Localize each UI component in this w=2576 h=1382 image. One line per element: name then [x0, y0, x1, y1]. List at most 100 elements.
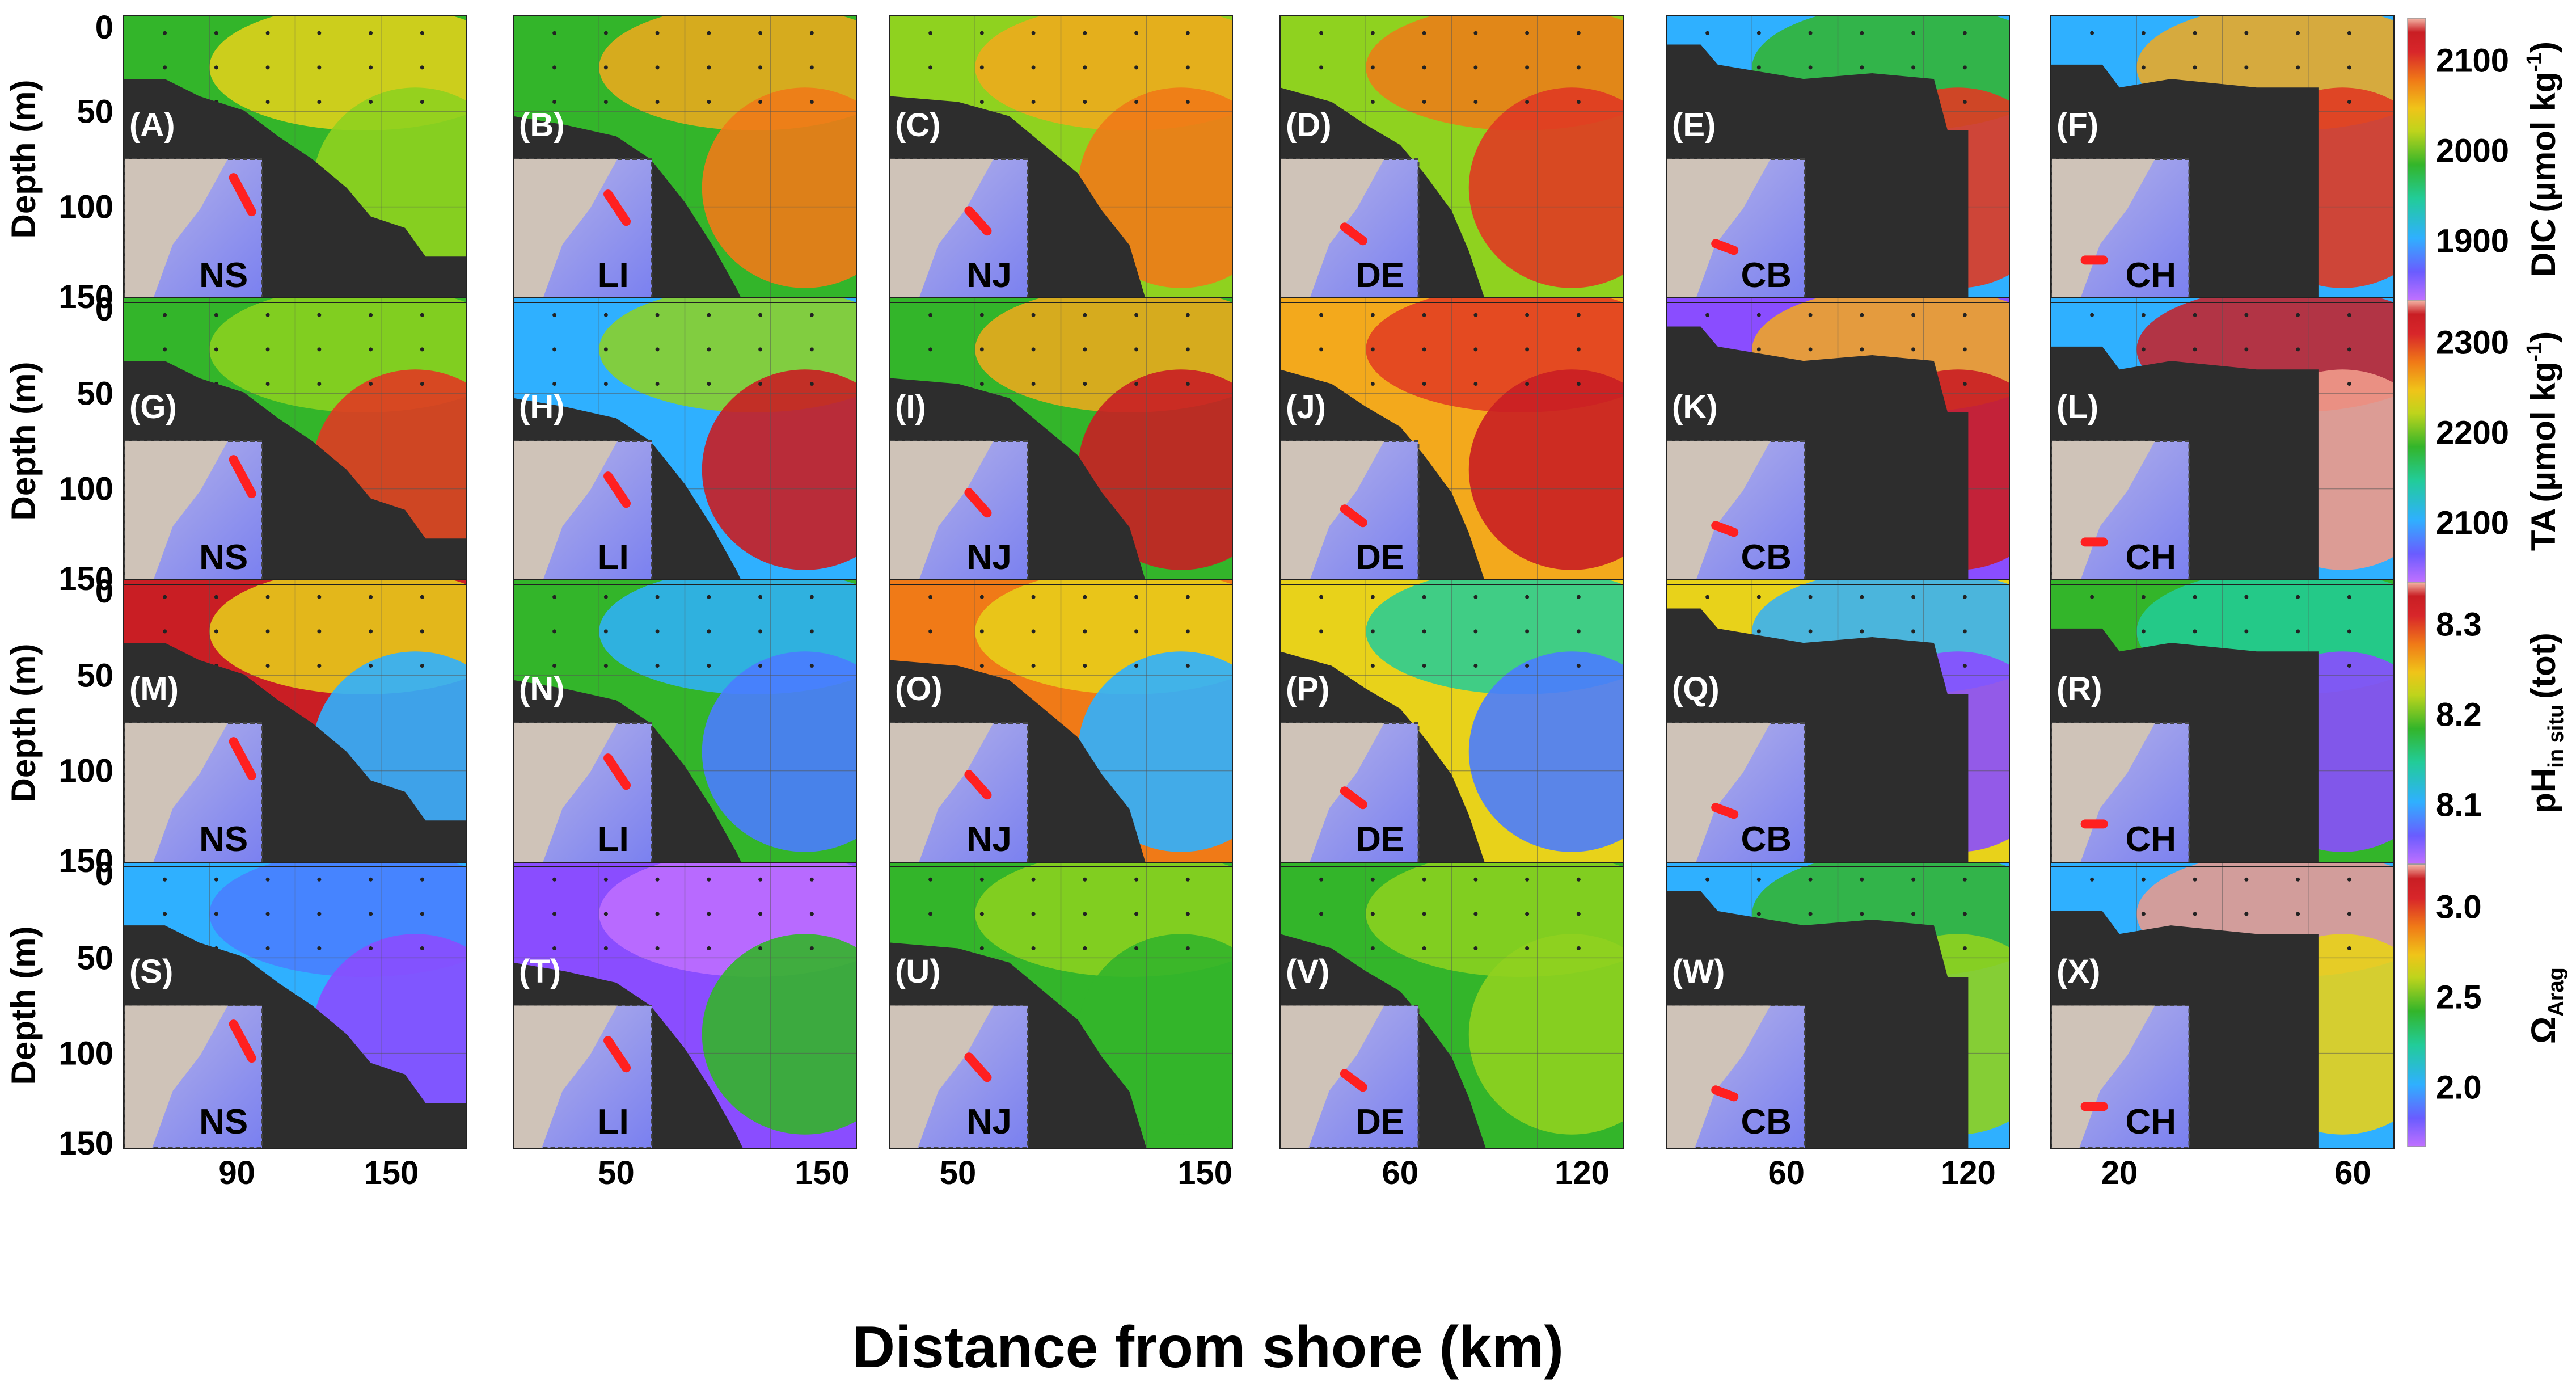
sample-point [2244, 877, 2249, 882]
sample-point [1083, 946, 1087, 950]
sample-point [707, 629, 711, 634]
sample-point [1860, 877, 1864, 882]
section-panel: LI (T) [513, 862, 856, 1149]
sample-point [655, 629, 660, 634]
colorbar-unit: (µmol kg [2524, 362, 2562, 503]
y-axis-label: Depth (m) [5, 80, 43, 239]
site-track [1340, 786, 1367, 810]
sample-point [1422, 877, 1426, 882]
colorbar-tick-label: 2100 [2436, 43, 2509, 79]
field-lower [1468, 87, 1623, 288]
sample-point [928, 313, 933, 317]
sample-point [1422, 347, 1426, 352]
site-label: NS [199, 538, 248, 577]
sample-point [317, 912, 322, 916]
sample-point [214, 31, 218, 35]
sample-point [603, 595, 608, 599]
section-panel: CB (Q) [1666, 580, 2009, 866]
sample-point [552, 65, 557, 70]
colorbar-variable: DIC [2524, 218, 2562, 277]
sample-point [2090, 31, 2094, 35]
sample-point [1473, 629, 1478, 634]
sample-point [1031, 65, 1036, 70]
sample-point [2141, 877, 2146, 882]
sample-point [2193, 912, 2197, 916]
sample-point [1031, 629, 1036, 634]
sample-point [707, 31, 711, 35]
sample-point [163, 65, 167, 70]
sample-point [552, 946, 557, 950]
inset-map [1280, 440, 1420, 584]
inset-map [889, 722, 1029, 866]
y-tick-label: 50 [77, 657, 113, 694]
sample-point [809, 629, 814, 634]
inset-land [514, 723, 618, 865]
sample-point [1319, 65, 1324, 70]
section-panel: CH (F) [2051, 16, 2394, 302]
section-panel: CB (W) [1666, 862, 2009, 1149]
sample-point [1525, 664, 1530, 668]
x-axis-title: Distance from shore (km) [852, 1314, 1564, 1380]
site-track [1340, 222, 1367, 246]
inset-land [2052, 159, 2155, 301]
sample-point [809, 877, 814, 882]
sample-point [1134, 595, 1139, 599]
site-label: DE [1355, 538, 1404, 577]
sample-point [2193, 877, 2197, 882]
sample-point [214, 65, 218, 70]
site-label: DE [1355, 256, 1404, 295]
panel-label: (G) [129, 389, 177, 425]
sample-point [707, 664, 711, 668]
sample-point [1370, 347, 1375, 352]
site-label: NS [199, 820, 248, 859]
sample-point [2193, 595, 2197, 599]
sample-point [1911, 347, 1916, 352]
sample-point [758, 595, 763, 599]
sample-point [420, 31, 424, 35]
section-panel: LI (B) [513, 16, 856, 302]
sample-point [655, 347, 660, 352]
panel-label: (H) [519, 389, 565, 425]
section-panel: DE (V) [1280, 862, 1623, 1149]
site-label: CB [1741, 256, 1792, 295]
sample-point [1705, 595, 1710, 599]
sample-point [163, 877, 167, 882]
colorbar-tick-label: 8.3 [2436, 606, 2482, 643]
site-track [964, 770, 992, 800]
sample-point [1525, 946, 1530, 950]
sample-point [369, 877, 373, 882]
section-panel: NJ (U) [889, 862, 1232, 1149]
sample-point [1319, 877, 1324, 882]
inset-land [1667, 441, 1771, 583]
colorbar-tick-label: 8.2 [2436, 697, 2482, 734]
sample-point [1756, 912, 1761, 916]
sample-point [2193, 65, 2197, 70]
inset-map [2051, 1005, 2190, 1149]
section-panel: CB (E) [1666, 16, 2009, 302]
sample-point [1370, 31, 1375, 35]
colorbar-tick-label: 2.0 [2436, 1069, 2482, 1106]
sample-point [369, 946, 373, 950]
sample-point [420, 877, 424, 882]
site-label: CH [2125, 256, 2176, 295]
sample-point [928, 629, 933, 634]
sample-point [1134, 100, 1139, 104]
field-lower [1468, 651, 1623, 852]
sample-point [1962, 100, 1967, 104]
colorbar-unit-sup: -1 [2523, 53, 2547, 72]
inset-land [1281, 1005, 1384, 1148]
sample-point [1808, 912, 1813, 916]
colorbar-unit-end: ) [2524, 41, 2562, 53]
site-label: NS [199, 1102, 248, 1141]
sample-point [1860, 347, 1864, 352]
sample-point [214, 912, 218, 916]
sample-point [758, 382, 763, 386]
section-panel: NJ (C) [889, 16, 1232, 302]
sample-point [1808, 347, 1813, 352]
field-lower [702, 651, 856, 852]
sample-point [1422, 629, 1426, 634]
sample-point [1576, 629, 1581, 634]
section-panel: DE (D) [1280, 16, 1623, 302]
sample-point [1031, 946, 1036, 950]
sample-point [1808, 65, 1813, 70]
